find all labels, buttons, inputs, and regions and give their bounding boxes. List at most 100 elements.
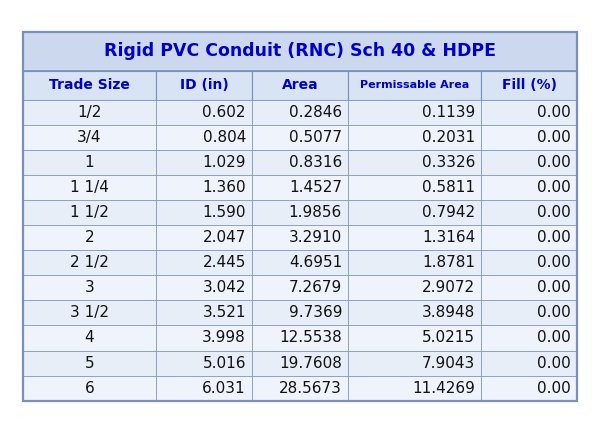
Text: 1 1/2: 1 1/2	[70, 205, 109, 220]
Text: 12.5538: 12.5538	[279, 330, 342, 346]
Text: 2.445: 2.445	[203, 255, 246, 270]
Bar	[252, 300, 348, 325]
Text: Fill (%): Fill (%)	[502, 78, 557, 92]
Bar	[252, 351, 348, 376]
Bar	[348, 351, 481, 376]
Text: 2 1/2: 2 1/2	[70, 255, 109, 270]
Bar	[252, 250, 348, 275]
Text: 0.00: 0.00	[538, 155, 571, 170]
Text: 0.00: 0.00	[538, 305, 571, 321]
Text: 3 1/2: 3 1/2	[70, 305, 109, 321]
Text: 0.5811: 0.5811	[422, 180, 475, 195]
Text: 6: 6	[85, 381, 94, 396]
Bar	[23, 300, 156, 325]
Bar	[23, 376, 156, 401]
Bar	[156, 325, 252, 351]
Text: 0.00: 0.00	[538, 330, 571, 346]
Text: 3.998: 3.998	[202, 330, 246, 346]
Bar	[156, 250, 252, 275]
Bar	[348, 125, 481, 150]
Text: Area: Area	[281, 78, 319, 92]
Bar	[481, 376, 577, 401]
Bar	[348, 300, 481, 325]
Bar	[23, 150, 156, 175]
Bar	[348, 150, 481, 175]
Text: 4.6951: 4.6951	[289, 255, 342, 270]
Bar	[23, 225, 156, 250]
Text: 0.00: 0.00	[538, 356, 571, 371]
Text: 3: 3	[85, 280, 94, 295]
Text: 3/4: 3/4	[77, 130, 101, 145]
Text: 1.8781: 1.8781	[422, 255, 475, 270]
Bar	[156, 225, 252, 250]
Bar	[348, 200, 481, 225]
Bar	[156, 71, 252, 100]
Text: 0.2846: 0.2846	[289, 105, 342, 120]
Text: 4: 4	[85, 330, 94, 346]
Bar	[252, 71, 348, 100]
Text: 5.016: 5.016	[202, 356, 246, 371]
Bar	[348, 175, 481, 200]
Bar	[23, 100, 156, 125]
Bar	[23, 32, 577, 401]
Bar	[481, 100, 577, 125]
Text: 3.042: 3.042	[202, 280, 246, 295]
Bar	[348, 325, 481, 351]
Text: 2.9072: 2.9072	[422, 280, 475, 295]
Text: 1.590: 1.590	[202, 205, 246, 220]
Bar	[481, 225, 577, 250]
Text: 5: 5	[85, 356, 94, 371]
Bar	[252, 275, 348, 300]
Text: 1.029: 1.029	[202, 155, 246, 170]
Bar	[23, 175, 156, 200]
Text: 7.9043: 7.9043	[422, 356, 475, 371]
Bar	[23, 351, 156, 376]
Text: 28.5673: 28.5673	[279, 381, 342, 396]
Bar	[348, 100, 481, 125]
Bar	[348, 376, 481, 401]
Bar	[252, 175, 348, 200]
Text: 7.2679: 7.2679	[289, 280, 342, 295]
Text: 2: 2	[85, 230, 94, 245]
Bar	[481, 275, 577, 300]
Text: 0.00: 0.00	[538, 205, 571, 220]
Text: 1 1/4: 1 1/4	[70, 180, 109, 195]
Text: Rigid PVC Conduit (RNC) Sch 40 & HDPE: Rigid PVC Conduit (RNC) Sch 40 & HDPE	[104, 42, 496, 60]
Text: 0.00: 0.00	[538, 381, 571, 396]
Bar	[481, 175, 577, 200]
Text: 5.0215: 5.0215	[422, 330, 475, 346]
Text: 9.7369: 9.7369	[289, 305, 342, 321]
Text: 0.1139: 0.1139	[422, 105, 475, 120]
Text: 1.360: 1.360	[202, 180, 246, 195]
Bar	[23, 125, 156, 150]
Text: 0.7942: 0.7942	[422, 205, 475, 220]
Text: Permissable Area: Permissable Area	[360, 80, 469, 90]
Bar	[156, 300, 252, 325]
Text: 0.804: 0.804	[203, 130, 246, 145]
Text: 6.031: 6.031	[202, 381, 246, 396]
Bar	[156, 150, 252, 175]
Text: 0.5077: 0.5077	[289, 130, 342, 145]
Bar	[252, 325, 348, 351]
Bar	[481, 300, 577, 325]
Text: ID (in): ID (in)	[179, 78, 229, 92]
Text: 1.9856: 1.9856	[289, 205, 342, 220]
Text: 0.602: 0.602	[202, 105, 246, 120]
Bar	[481, 200, 577, 225]
Text: 0.00: 0.00	[538, 105, 571, 120]
Bar	[156, 376, 252, 401]
Text: 0.00: 0.00	[538, 130, 571, 145]
Bar	[252, 200, 348, 225]
Bar	[348, 225, 481, 250]
Text: 3.521: 3.521	[202, 305, 246, 321]
Bar	[348, 250, 481, 275]
Text: 1.3164: 1.3164	[422, 230, 475, 245]
Text: 0.00: 0.00	[538, 230, 571, 245]
Bar	[23, 200, 156, 225]
Text: 3.2910: 3.2910	[289, 230, 342, 245]
Text: 0.8316: 0.8316	[289, 155, 342, 170]
Text: 1: 1	[85, 155, 94, 170]
Bar	[156, 125, 252, 150]
Bar	[481, 250, 577, 275]
Bar	[156, 200, 252, 225]
